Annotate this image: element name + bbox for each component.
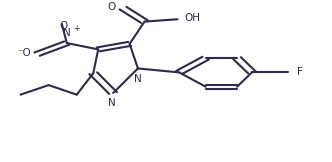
Text: OH: OH bbox=[185, 13, 201, 23]
Text: O: O bbox=[107, 2, 116, 12]
Text: N: N bbox=[108, 98, 115, 108]
Text: ⁻O: ⁻O bbox=[17, 48, 31, 58]
Text: O: O bbox=[59, 21, 68, 31]
Text: N: N bbox=[134, 74, 142, 84]
Text: +: + bbox=[73, 24, 79, 33]
Text: N: N bbox=[63, 28, 71, 38]
Text: F: F bbox=[297, 67, 303, 77]
